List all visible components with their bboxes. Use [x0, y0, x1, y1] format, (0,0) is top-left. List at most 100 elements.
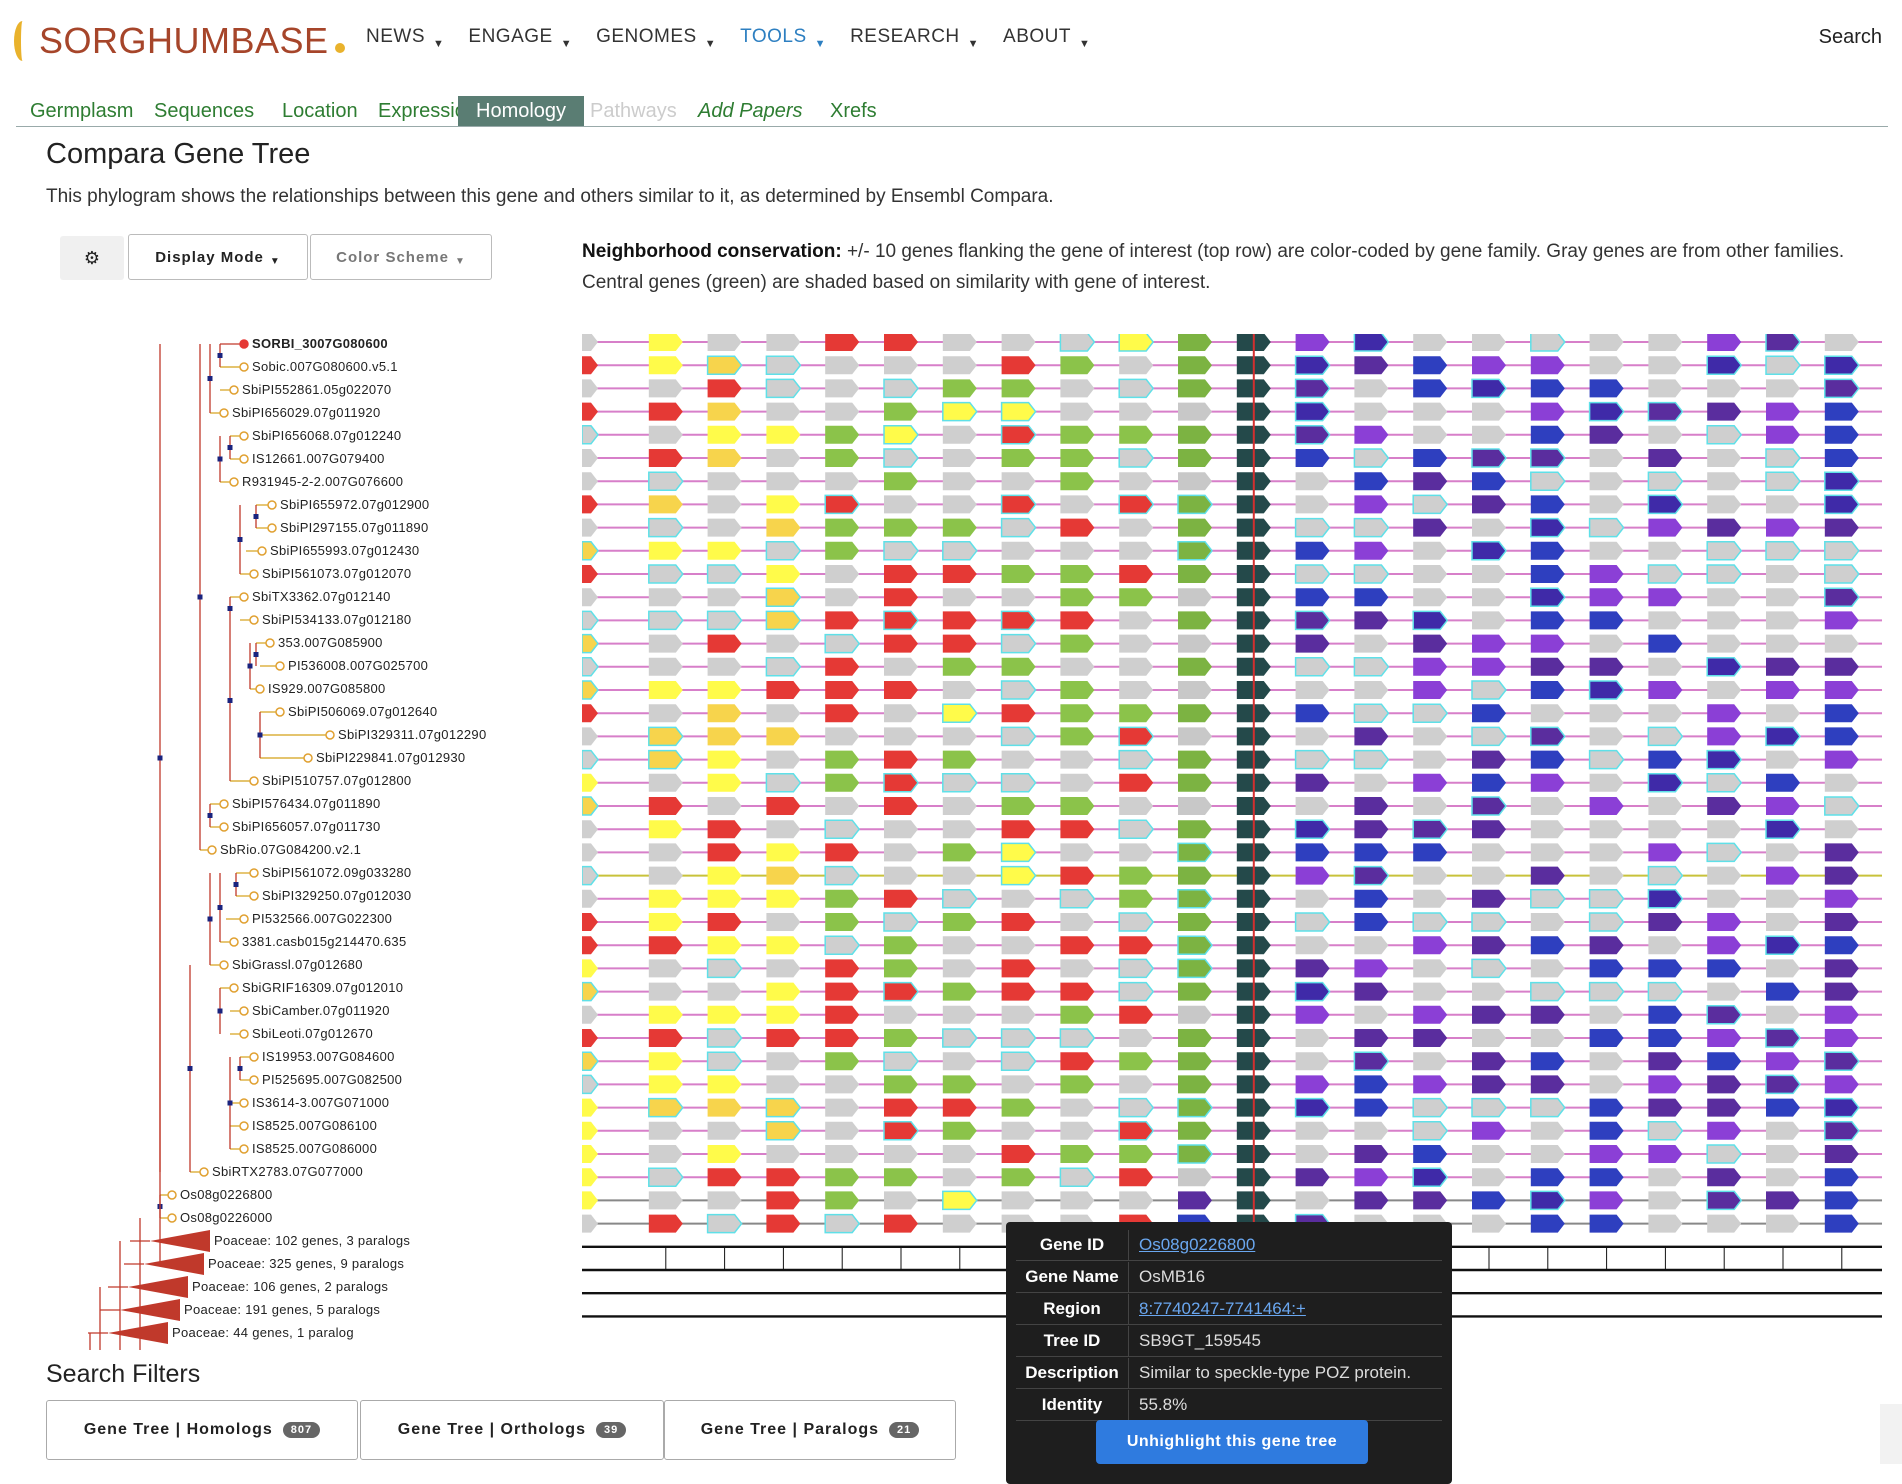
gene-arrow[interactable]: [648, 820, 683, 839]
gene-arrow[interactable]: [1060, 495, 1095, 514]
gene-arrow[interactable]: [884, 657, 918, 676]
tree-leaf-node[interactable]: [239, 339, 249, 349]
gene-arrow[interactable]: [1471, 448, 1507, 468]
gene-arrow[interactable]: [1765, 448, 1801, 468]
gene-arrow[interactable]: [582, 820, 598, 839]
sorghumbase-logo[interactable]: SORGHUMBASE: [14, 16, 345, 66]
gene-arrow[interactable]: [1707, 982, 1742, 1001]
gene-arrow[interactable]: [1824, 727, 1859, 746]
gene-arrow[interactable]: [648, 1121, 683, 1140]
gene-arrow[interactable]: [1824, 796, 1860, 816]
gene-arrow[interactable]: [707, 541, 742, 560]
filter-orthologs-button[interactable]: Gene Tree | Orthologs 39: [360, 1400, 664, 1460]
gene-arrow[interactable]: [1766, 657, 1800, 676]
gene-arrow[interactable]: [1118, 1121, 1155, 1141]
gene-arrow[interactable]: [1412, 494, 1449, 515]
gene-arrow[interactable]: [1060, 1098, 1095, 1117]
gene-arrow[interactable]: [581, 425, 599, 445]
gene-arrow[interactable]: [707, 657, 742, 676]
gene-arrow[interactable]: [706, 564, 743, 584]
gene-arrow[interactable]: [1001, 588, 1036, 607]
gene-arrow[interactable]: [1060, 472, 1095, 491]
gene-arrow[interactable]: [884, 1098, 918, 1117]
gene-arrow[interactable]: [1060, 1052, 1095, 1071]
gene-arrow[interactable]: [1000, 425, 1037, 445]
tab-sequences[interactable]: Sequences: [154, 100, 255, 122]
gene-arrow[interactable]: [648, 379, 683, 398]
tree-leaf-label[interactable]: SbiPI329311.07g012290: [338, 727, 487, 742]
nav-item-tools[interactable]: TOOLS ▼: [740, 26, 826, 50]
gene-arrow[interactable]: [1178, 402, 1212, 421]
gene-arrow[interactable]: [1706, 657, 1743, 677]
gene-arrow[interactable]: [1472, 588, 1506, 607]
gene-arrow[interactable]: [766, 1191, 801, 1210]
gene-arrow[interactable]: [1178, 1191, 1212, 1210]
tree-leaf-node[interactable]: [265, 638, 275, 648]
gene-arrow[interactable]: [707, 982, 742, 1001]
tree-leaf-node[interactable]: [239, 914, 249, 924]
tree-leaf-node[interactable]: [229, 983, 239, 993]
tree-leaf-label[interactable]: SbiPI552861.05g022070: [242, 382, 392, 397]
tree-leaf-node[interactable]: [275, 707, 285, 717]
gene-arrow[interactable]: [648, 843, 683, 862]
gene-arrow[interactable]: [1706, 355, 1743, 375]
gene-arrow[interactable]: [1001, 913, 1036, 931]
gene-arrow[interactable]: [1530, 913, 1565, 931]
gene-arrow[interactable]: [825, 1029, 860, 1047]
gene-arrow[interactable]: [1530, 936, 1565, 955]
tree-leaf-node[interactable]: [257, 546, 267, 556]
gene-arrow[interactable]: [1119, 1005, 1154, 1024]
gene-arrow[interactable]: [1530, 495, 1565, 514]
gene-arrow[interactable]: [1413, 634, 1448, 653]
tree-internal-node[interactable]: [227, 1100, 233, 1106]
tree-leaf-node[interactable]: [239, 1144, 249, 1154]
gene-arrow[interactable]: [1589, 541, 1624, 560]
gene-arrow[interactable]: [1119, 773, 1154, 792]
gene-arrow[interactable]: [883, 912, 919, 932]
gene-arrow[interactable]: [1354, 402, 1389, 421]
gene-arrow[interactable]: [1001, 982, 1036, 1001]
tree-leaf-node[interactable]: [207, 845, 217, 855]
gene-arrow[interactable]: [1824, 402, 1859, 421]
gene-arrow[interactable]: [1060, 704, 1095, 723]
tree-leaf-label[interactable]: SbiGRIF16309.07g012010: [242, 980, 404, 995]
gene-arrow[interactable]: [1824, 541, 1860, 561]
gene-arrow[interactable]: [1766, 913, 1800, 931]
gene-arrow[interactable]: [1060, 797, 1095, 815]
gene-arrow[interactable]: [582, 1214, 598, 1233]
nav-item-genomes[interactable]: GENOMES ▼: [596, 26, 716, 50]
gene-arrow[interactable]: [1353, 1051, 1390, 1071]
gene-arrow[interactable]: [582, 773, 598, 792]
gene-arrow[interactable]: [1472, 634, 1506, 653]
gene-arrow[interactable]: [1353, 749, 1390, 770]
gene-arrow[interactable]: [1119, 425, 1154, 444]
gene-arrow[interactable]: [1412, 1167, 1449, 1187]
tree-leaf-label[interactable]: Os08g0226000: [180, 1210, 273, 1225]
gene-arrow[interactable]: [1530, 634, 1565, 653]
gene-arrow[interactable]: [1000, 680, 1037, 700]
tree-leaf-node[interactable]: [249, 1052, 259, 1062]
gene-arrow[interactable]: [1000, 494, 1037, 515]
tree-leaf-node[interactable]: [255, 684, 265, 694]
gene-arrow[interactable]: [1824, 1051, 1860, 1071]
tree-leaf-label[interactable]: IS8525.007G086000: [252, 1141, 378, 1156]
gene-arrow[interactable]: [707, 1098, 742, 1117]
gene-arrow[interactable]: [1648, 333, 1683, 351]
gene-arrow[interactable]: [766, 797, 801, 815]
gene-arrow[interactable]: [1119, 1052, 1154, 1071]
gene-arrow[interactable]: [581, 680, 599, 700]
gene-arrow[interactable]: [707, 1121, 742, 1140]
gene-arrow[interactable]: [1177, 541, 1213, 561]
gene-arrow[interactable]: [766, 518, 801, 537]
gene-arrow[interactable]: [1589, 379, 1624, 398]
gene-arrow[interactable]: [648, 982, 683, 1001]
gene-arrow[interactable]: [942, 681, 977, 699]
gene-arrow[interactable]: [1413, 356, 1448, 375]
gene-arrow[interactable]: [824, 865, 861, 886]
gene-arrow[interactable]: [1647, 401, 1684, 422]
gene-arrow[interactable]: [648, 449, 683, 467]
gene-arrow[interactable]: [1707, 936, 1742, 955]
gene-arrow[interactable]: [884, 889, 918, 908]
gene-arrow[interactable]: [1648, 518, 1683, 537]
gene-arrow[interactable]: [707, 913, 742, 931]
